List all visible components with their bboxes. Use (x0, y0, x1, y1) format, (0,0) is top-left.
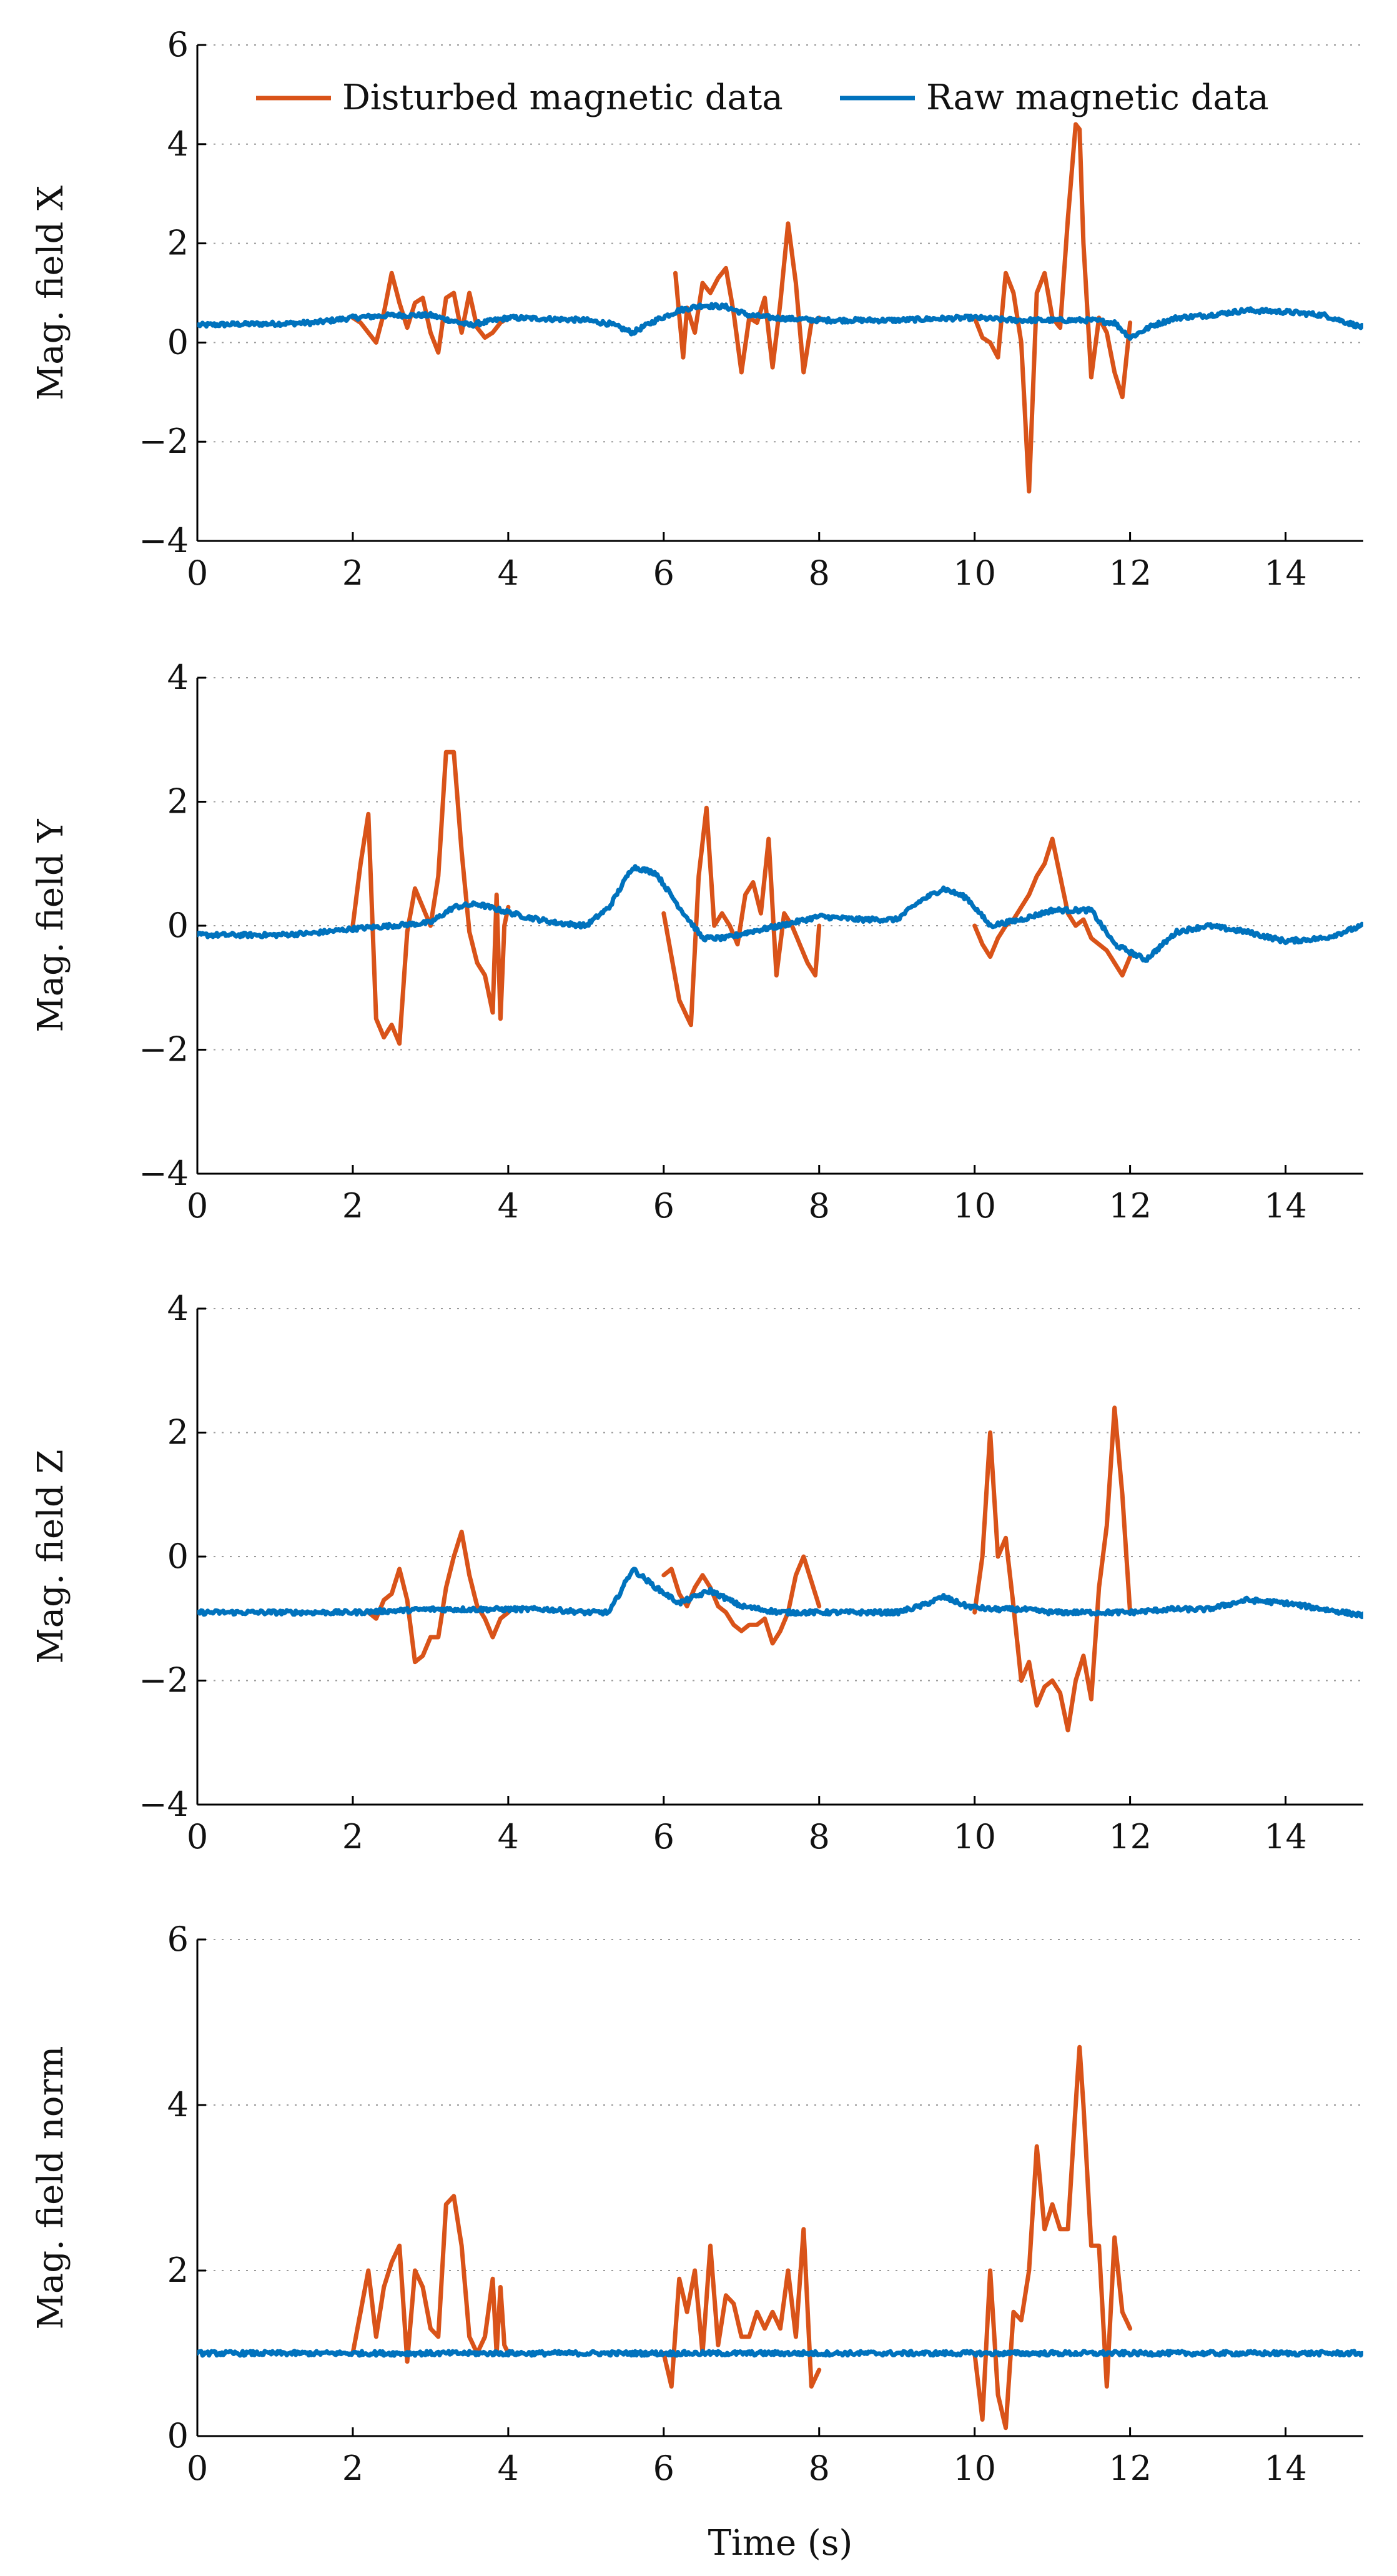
x-tick-label: 2 (342, 2449, 363, 2488)
x-tick-label: 6 (653, 2449, 674, 2488)
x-tick-label: 2 (342, 1186, 363, 1226)
y-tick-label: 2 (167, 1413, 189, 1452)
series-raw-line (197, 302, 1363, 341)
x-tick-label: 10 (953, 1186, 996, 1226)
legend-label: Disturbed magnetic data (342, 77, 783, 118)
series-disturbed-line (972, 1405, 1133, 1733)
y-tick-label: 0 (167, 322, 189, 362)
x-tick-label: 14 (1264, 2449, 1307, 2488)
y-axis-label: Mag. field norm (31, 2046, 71, 2330)
series-raw-line (197, 2349, 1363, 2358)
y-tick-label: −4 (139, 521, 189, 560)
x-tick-label: 6 (653, 553, 674, 593)
x-tick-label: 14 (1264, 1817, 1307, 1856)
y-tick-label: 6 (167, 25, 189, 64)
x-tick-label: 0 (187, 1186, 208, 1226)
y-tick-label: 4 (167, 1289, 189, 1328)
x-tick-label: 8 (809, 553, 830, 593)
series-disturbed-line (972, 2044, 1133, 2430)
y-tick-label: 0 (167, 2416, 189, 2455)
x-tick-label: 6 (653, 1186, 674, 1226)
x-tick-label: 4 (498, 1186, 519, 1226)
x-tick-label: 2 (342, 553, 363, 593)
y-tick-label: 6 (167, 1920, 189, 1959)
x-tick-label: 10 (953, 2449, 996, 2488)
y-tick-label: −4 (139, 1154, 189, 1193)
y-tick-label: 2 (167, 782, 189, 821)
y-tick-label: 0 (167, 1537, 189, 1576)
series-raw-line (197, 1567, 1363, 1620)
x-axis-label: Time (s) (708, 2523, 853, 2564)
y-tick-label: 0 (167, 906, 189, 945)
chart-panel-3: −4 −2 0 2 4 0 2 4 6 8 10 12 14 Mag. field Z (31, 1289, 1363, 1856)
x-tick-label: 8 (809, 2449, 830, 2488)
x-tick-label: 12 (1108, 553, 1152, 593)
y-tick-label: 2 (167, 224, 189, 263)
x-tick-label: 4 (498, 2449, 519, 2488)
chart-panel-2: −4 −2 0 2 4 0 2 4 6 8 10 12 14 Mag. field Y (31, 658, 1363, 1226)
x-tick-label: 0 (187, 553, 208, 593)
y-tick-label: 4 (167, 2085, 189, 2124)
y-axis-label: Mag. field Z (31, 1449, 71, 1663)
y-tick-label: 4 (167, 658, 189, 697)
series-disturbed-line (350, 2194, 822, 2389)
series-disturbed-line (350, 122, 1133, 494)
chart-panel-4: 0 2 4 6 0 2 4 6 8 10 12 14 Mag. field norm Time (s) (31, 1920, 1363, 2564)
x-tick-label: 14 (1264, 553, 1307, 593)
y-tick-label: −4 (139, 1785, 189, 1824)
chart-panel-1: −4 −2 0 2 4 6 0 2 4 6 8 10 12 14 Mag. field X Disturbed… (31, 25, 1363, 593)
x-tick-label: 10 (953, 1817, 996, 1856)
y-tick-label: −2 (139, 1030, 189, 1069)
x-tick-label: 6 (653, 1817, 674, 1856)
y-tick-label: −2 (139, 1661, 189, 1700)
x-tick-label: 12 (1108, 2449, 1152, 2488)
x-tick-label: 2 (342, 1817, 363, 1856)
x-tick-label: 8 (809, 1817, 830, 1856)
series-raw-line (197, 864, 1363, 963)
x-tick-label: 12 (1108, 1817, 1152, 1856)
x-tick-label: 0 (187, 1817, 208, 1856)
y-axis-label: Mag. field X (31, 186, 71, 400)
x-tick-label: 12 (1108, 1186, 1152, 1226)
y-tick-label: 4 (167, 124, 189, 164)
x-tick-label: 14 (1264, 1186, 1307, 1226)
y-tick-label: 2 (167, 2251, 189, 2290)
x-tick-label: 8 (809, 1186, 830, 1226)
series-disturbed-line (350, 750, 822, 1046)
x-tick-label: 10 (953, 553, 996, 593)
legend: Disturbed magnetic data Raw magnetic data (256, 77, 1269, 118)
x-tick-label: 4 (498, 1817, 519, 1856)
series-disturbed-line (972, 836, 1133, 978)
legend-label: Raw magnetic data (926, 77, 1269, 118)
series-disturbed-line (366, 1529, 822, 1665)
x-tick-label: 0 (187, 2449, 208, 2488)
y-tick-label: −2 (139, 422, 189, 461)
y-axis-label: Mag. field Y (31, 818, 71, 1032)
x-tick-label: 4 (498, 553, 519, 593)
